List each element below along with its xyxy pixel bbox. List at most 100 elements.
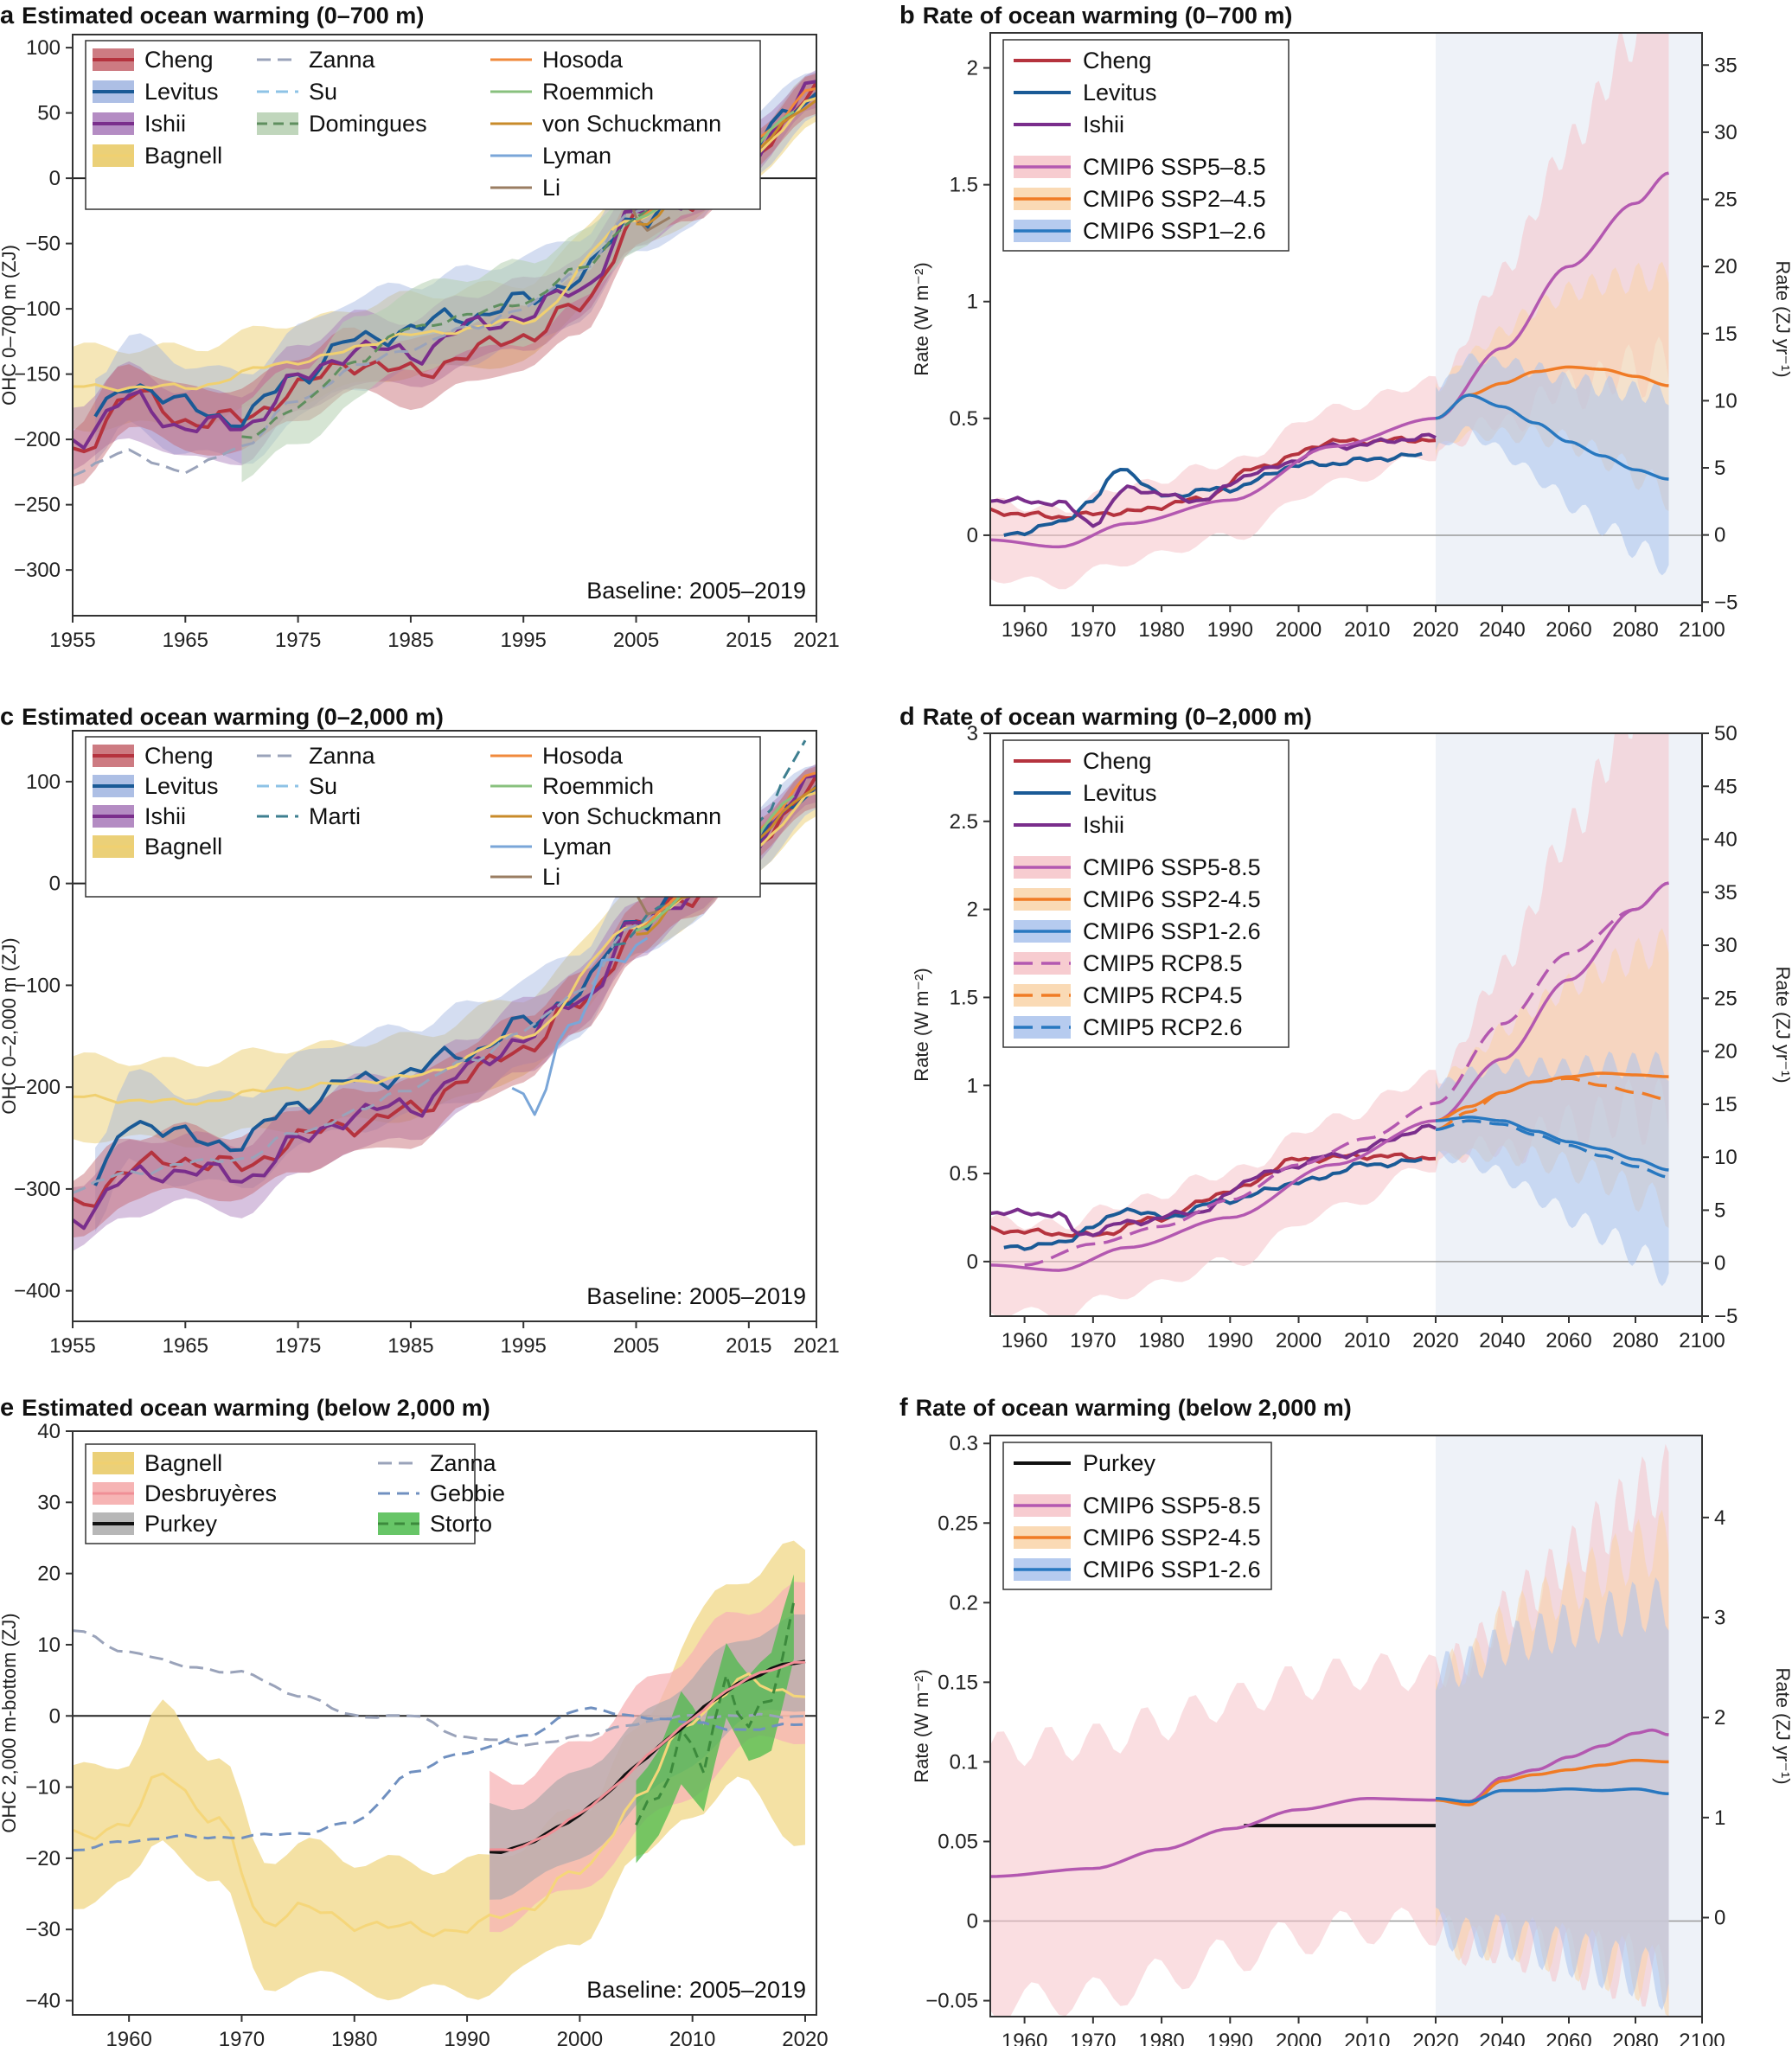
uncertainty-band-ishii bbox=[73, 69, 816, 471]
y2-tick-label: 25 bbox=[1714, 189, 1738, 212]
panel-title-text: Estimated ocean warming (0–700 m) bbox=[22, 3, 424, 29]
panel-title: b Rate of ocean warming (0–700 m) bbox=[899, 2, 1292, 29]
panel-title: c Estimated ocean warming (0–2,000 m) bbox=[0, 703, 444, 731]
legend-label-cmip6-ssp5-8-5: CMIP6 SSP5-8.5 bbox=[1083, 1493, 1261, 1519]
y2-tick-label: 0 bbox=[1714, 524, 1725, 547]
legend-label-lyman: Lyman bbox=[542, 143, 611, 169]
plot-frame bbox=[72, 34, 817, 617]
legend-box bbox=[85, 736, 761, 898]
x-tick-label: 2100 bbox=[1679, 2030, 1725, 2046]
y-tick-label: 0 bbox=[49, 873, 61, 896]
x-tick-label: 2060 bbox=[1546, 1329, 1591, 1352]
uncertainty-band-bagnell bbox=[73, 74, 816, 432]
y-tick-label: 2 bbox=[967, 898, 978, 922]
x-tick-label: 1960 bbox=[1002, 618, 1047, 642]
plot-frame bbox=[989, 1435, 1703, 2017]
y-tick-label: 1.5 bbox=[950, 174, 978, 197]
legend-label-bagnell: Bagnell bbox=[144, 143, 222, 169]
x-tick-label: 1980 bbox=[1138, 618, 1184, 642]
legend-label-cmip6-ssp5-8-5: CMIP6 SSP5–8.5 bbox=[1083, 154, 1266, 180]
x-tick-label: 1980 bbox=[1138, 2030, 1184, 2046]
x-tick-label: 1955 bbox=[49, 629, 95, 652]
y-tick-label: 50 bbox=[37, 102, 61, 125]
x-tick-label: 2010 bbox=[1344, 1329, 1390, 1352]
series-line-lyman bbox=[511, 937, 649, 1116]
legend-label-roemmich: Roemmich bbox=[542, 773, 654, 799]
legend: Purkey CMIP6 SSP5-8.5 CMIP6 SSP2-4.5 CMIP6 … bbox=[1002, 1442, 1272, 1590]
y-tick-label: 2 bbox=[967, 57, 978, 80]
x-tick-label: 2020 bbox=[1412, 2030, 1458, 2046]
panel-d: 1960 1970 1980 1990 2000 2010 2020 2040 2060 2080… bbox=[899, 703, 1792, 1352]
y-axis-label: OHC 2,000 m-bottom (ZJ) bbox=[0, 1613, 20, 1832]
series-line-ishii bbox=[990, 1123, 1437, 1237]
series-line-cheng bbox=[73, 774, 816, 1208]
legend-label-ishii: Ishii bbox=[144, 803, 186, 829]
projection-band-cmip6-ssp1-2-6 bbox=[1436, 353, 1669, 576]
legend-label-cmip6-ssp1-2-6: CMIP6 SSP1–2.6 bbox=[1083, 218, 1266, 244]
legend-label-lyman: Lyman bbox=[542, 834, 611, 860]
series-line-cmip6-ssp2-4-5 bbox=[1435, 1071, 1669, 1122]
y-axis-label: Rate (W m⁻²) bbox=[911, 262, 932, 375]
x-tick-label: 2080 bbox=[1612, 1329, 1658, 1352]
series-line-cmip6-ssp1-2-6 bbox=[1435, 393, 1669, 481]
y-tick-label: −40 bbox=[25, 1990, 61, 2013]
legend-label-marti: Marti bbox=[309, 803, 361, 829]
y2-tick-label: 25 bbox=[1714, 987, 1738, 1010]
legend-label-ishii: Ishii bbox=[1083, 812, 1124, 838]
legend-label-purkey: Purkey bbox=[1083, 1450, 1156, 1476]
x-tick-label: 1995 bbox=[501, 1334, 547, 1358]
x-tick-label: 2010 bbox=[669, 2028, 715, 2046]
series-line-cheng bbox=[73, 81, 816, 454]
x-tick-label: 2020 bbox=[1412, 1329, 1458, 1352]
baseline-note: Baseline: 2005–2019 bbox=[586, 578, 806, 604]
series-line-levitus bbox=[1003, 1157, 1423, 1251]
legend-label-storto: Storto bbox=[430, 1511, 492, 1537]
legend-label-ishii: Ishii bbox=[144, 111, 186, 137]
y2-tick-label: 5 bbox=[1714, 1199, 1725, 1222]
x-tick-label: 1985 bbox=[387, 629, 433, 652]
panel-title-text: Estimated ocean warming (below 2,000 m) bbox=[22, 1395, 490, 1421]
x-tick-label: 1990 bbox=[1207, 1329, 1253, 1352]
series-line-cmip6-ssp2-4-5 bbox=[1435, 1758, 1669, 1806]
y-tick-label: 10 bbox=[37, 1634, 61, 1657]
legend-label-cheng: Cheng bbox=[1083, 748, 1152, 774]
legend-label-levitus: Levitus bbox=[144, 79, 219, 105]
panel-b: 1960 1970 1980 1990 2000 2010 2020 2040 2060 2080… bbox=[899, 2, 1792, 642]
y-tick-label: 30 bbox=[37, 1491, 61, 1514]
y2-tick-label: 3 bbox=[1714, 1607, 1725, 1630]
series-line-gebbie bbox=[73, 1706, 806, 1852]
y-tick-label: −30 bbox=[25, 1918, 61, 1941]
panel-title: d Rate of ocean warming (0–2,000 m) bbox=[899, 703, 1312, 731]
baseline-note: Baseline: 2005–2019 bbox=[586, 1977, 806, 2003]
legend-label-cmip5-rcp2-6: CMIP5 RCP2.6 bbox=[1083, 1014, 1243, 1040]
plot-frame bbox=[72, 730, 817, 1322]
legend-label-levitus: Levitus bbox=[1083, 780, 1157, 806]
x-tick-label: 1975 bbox=[275, 629, 321, 652]
x-tick-label: 1990 bbox=[1207, 2030, 1253, 2046]
x-tick-label: 1970 bbox=[219, 2028, 265, 2046]
y-axis-label: OHC 0–700 m (ZJ) bbox=[0, 245, 20, 406]
x-tick-label: 2000 bbox=[1276, 618, 1322, 642]
series-line-ishii bbox=[990, 432, 1437, 528]
y-tick-label: 0.2 bbox=[950, 1591, 978, 1614]
y2-tick-label: 40 bbox=[1714, 828, 1738, 852]
legend-label-domingues: Domingues bbox=[309, 111, 427, 137]
uncertainty-band-cheng bbox=[73, 73, 816, 487]
legend-label-desbruy-res: Desbruyères bbox=[144, 1480, 277, 1506]
x-tick-label: 2021 bbox=[793, 629, 839, 652]
legend-label-cmip6-ssp5-8-5: CMIP6 SSP5-8.5 bbox=[1083, 854, 1261, 880]
x-tick-label: 2010 bbox=[1344, 2030, 1390, 2046]
y-tick-label: −150 bbox=[14, 363, 61, 387]
uncertainty-band-levitus bbox=[95, 72, 816, 464]
series-line-cmip5-rcp2-6 bbox=[1435, 1119, 1669, 1179]
legend-label-ishii: Ishii bbox=[1083, 112, 1124, 137]
series-line-levitus bbox=[1003, 451, 1423, 537]
legend-label-von-schuckmann: von Schuckmann bbox=[542, 803, 721, 829]
y-tick-label: −400 bbox=[14, 1280, 61, 1303]
legend-label-cmip6-ssp2-4-5: CMIP6 SSP2-4.5 bbox=[1083, 1525, 1261, 1550]
series-line-zanna bbox=[73, 1629, 806, 1747]
panel-c: 1955 1965 1975 1985 1995 2005 2015 2021 100 0 −100… bbox=[0, 703, 840, 1358]
series-line-cmip5-rcp8-5 bbox=[1024, 881, 1669, 1267]
x-tick-label: 1970 bbox=[1070, 2030, 1116, 2046]
legend-label-li: Li bbox=[542, 175, 560, 201]
